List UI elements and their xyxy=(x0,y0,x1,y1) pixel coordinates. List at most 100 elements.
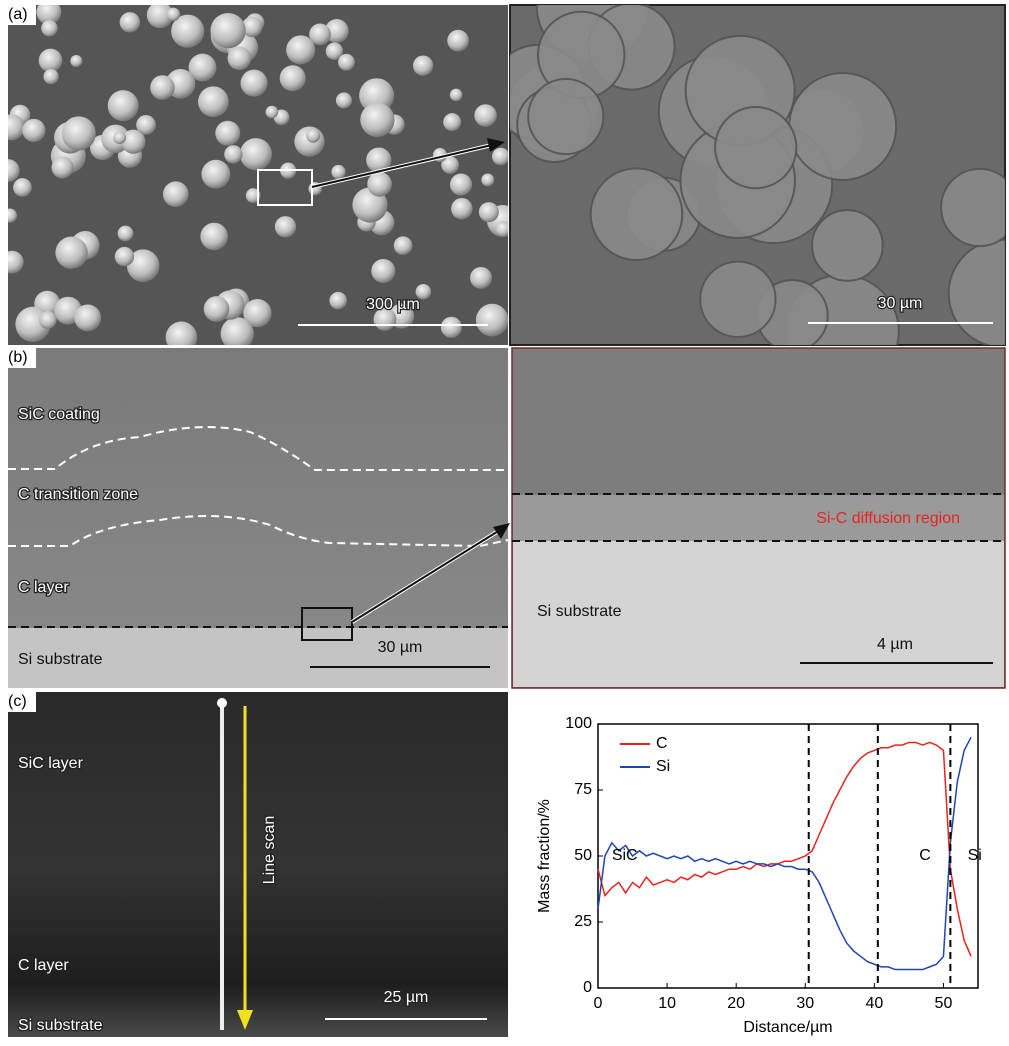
panel-label: (a) xyxy=(8,6,28,23)
sphere xyxy=(221,317,254,350)
sphere xyxy=(528,79,603,154)
scale-label: 25 µm xyxy=(384,989,429,1006)
sphere xyxy=(715,107,796,188)
y-tick-label: 75 xyxy=(574,781,592,798)
sphere xyxy=(275,216,296,237)
sphere xyxy=(198,86,229,117)
sphere xyxy=(167,8,180,21)
sphere xyxy=(150,75,175,100)
sphere xyxy=(812,210,883,281)
sphere xyxy=(39,311,57,329)
sphere xyxy=(413,56,433,76)
scale-label: 30 µm xyxy=(878,295,923,312)
sphere xyxy=(329,292,347,310)
sphere xyxy=(470,267,492,289)
sphere xyxy=(338,54,355,71)
layer-label: Si substrate xyxy=(18,1017,103,1034)
x-tick-label: 30 xyxy=(796,995,814,1012)
sphere xyxy=(115,247,134,266)
sphere xyxy=(789,73,896,180)
sphere xyxy=(215,121,240,146)
x-tick-label: 20 xyxy=(727,995,745,1012)
sphere xyxy=(450,174,472,196)
layer-label: SiC layer xyxy=(18,755,84,772)
sphere xyxy=(447,30,469,52)
region-label: C xyxy=(919,847,931,864)
y-tick-label: 100 xyxy=(565,715,592,732)
region-label: SiC xyxy=(612,847,638,864)
layer-label: C layer xyxy=(18,957,69,974)
sphere xyxy=(136,115,156,135)
x-tick-label: 50 xyxy=(935,995,953,1012)
sphere xyxy=(22,119,45,142)
sphere xyxy=(367,172,392,197)
sphere xyxy=(118,226,134,242)
sphere xyxy=(108,90,139,121)
y-tick-label: 50 xyxy=(574,847,592,864)
line-chart: 010203040500255075100Distance/µmMass fra… xyxy=(536,715,982,1036)
sphere xyxy=(481,173,494,186)
sphere xyxy=(163,181,189,207)
region-label: Si-C diffusion region xyxy=(816,510,960,527)
scale-label: 300 µm xyxy=(366,296,420,313)
scan-label: Line scan xyxy=(261,816,278,885)
sphere xyxy=(941,169,1009,246)
sphere xyxy=(210,13,245,48)
sphere xyxy=(13,178,32,197)
x-tick-label: 0 xyxy=(594,995,603,1012)
sphere xyxy=(286,35,315,64)
panel-label: (c) xyxy=(8,693,27,710)
sphere xyxy=(201,160,230,189)
sphere xyxy=(39,49,63,73)
sphere xyxy=(228,46,252,70)
sphere xyxy=(52,157,74,179)
series-line xyxy=(598,742,971,956)
sphere xyxy=(1,251,24,274)
sphere xyxy=(62,116,96,150)
sphere xyxy=(280,65,306,91)
sphere xyxy=(41,20,57,36)
sphere xyxy=(360,103,394,137)
layer-label: SiC coating xyxy=(18,406,100,423)
sphere xyxy=(240,138,272,170)
sphere xyxy=(441,317,462,338)
y-tick-label: 0 xyxy=(583,979,592,996)
sphere xyxy=(120,12,140,32)
sphere xyxy=(336,92,352,108)
sphere xyxy=(241,70,268,97)
x-tick-label: 10 xyxy=(658,995,676,1012)
series-line xyxy=(598,737,971,969)
layer-label: C layer xyxy=(18,579,69,596)
x-tick-label: 40 xyxy=(865,995,883,1012)
sem-image xyxy=(8,692,508,1037)
sphere xyxy=(204,296,230,322)
legend-label: Si xyxy=(656,758,670,775)
sphere xyxy=(474,104,497,127)
sphere xyxy=(331,165,345,179)
sphere xyxy=(74,304,101,331)
sphere xyxy=(451,198,472,219)
scale-label: 30 µm xyxy=(378,639,423,656)
sphere xyxy=(476,304,509,337)
region-label: Si xyxy=(968,847,982,864)
sphere xyxy=(371,259,395,283)
sphere xyxy=(495,221,511,237)
sphere xyxy=(443,113,461,131)
sphere xyxy=(113,131,126,144)
x-axis-label: Distance/µm xyxy=(743,1019,832,1036)
sphere xyxy=(700,262,775,337)
sphere xyxy=(55,236,87,268)
y-axis-label: Mass fraction/% xyxy=(536,799,553,913)
layer-label: Si substrate xyxy=(18,651,103,668)
sphere xyxy=(200,223,228,251)
sphere xyxy=(70,55,82,67)
sphere xyxy=(394,236,413,255)
scale-label: 4 µm xyxy=(877,636,913,653)
sphere xyxy=(591,168,683,260)
sphere xyxy=(492,148,510,166)
legend-label: C xyxy=(656,735,668,752)
panel-label: (b) xyxy=(8,349,28,366)
layer-label: C transition zone xyxy=(18,486,138,503)
sphere xyxy=(479,202,499,222)
sphere xyxy=(3,208,17,222)
